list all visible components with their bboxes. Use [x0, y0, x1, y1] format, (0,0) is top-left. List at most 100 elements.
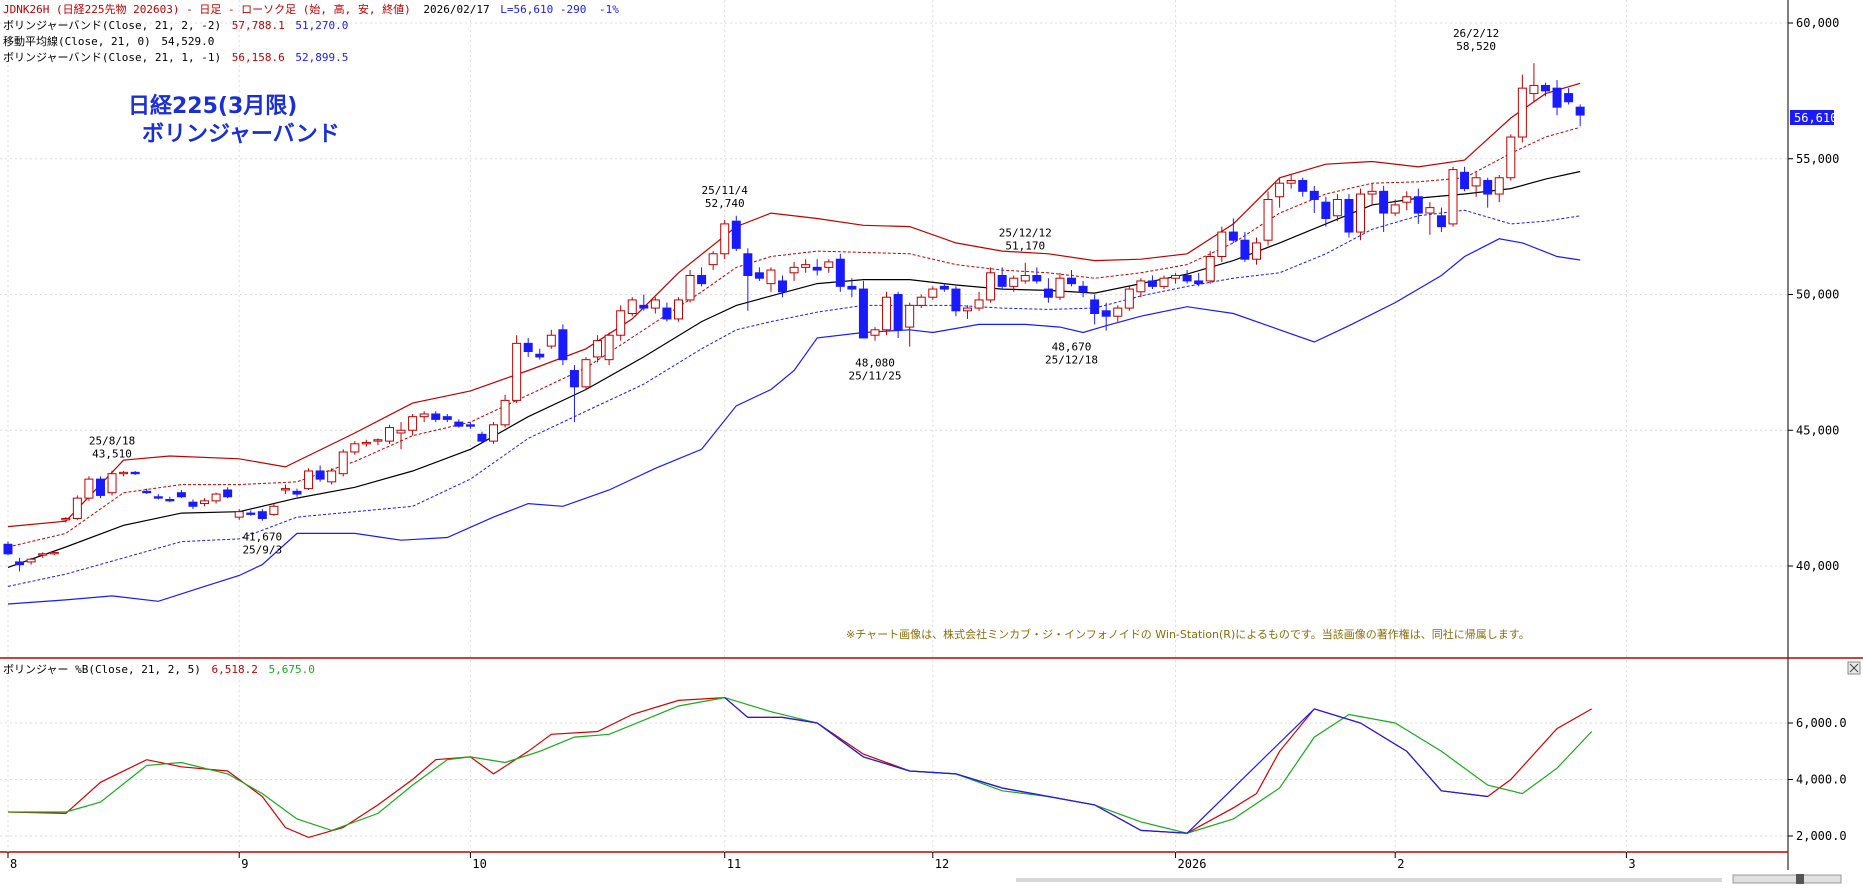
candle-body	[1136, 280, 1146, 293]
zoom-slider-thumb[interactable]	[1796, 874, 1804, 884]
candle-body	[801, 264, 811, 268]
annotation-line-2: 25/9/3	[242, 544, 282, 557]
bb2-lower-value: 51,270.0	[295, 19, 348, 32]
candle-body	[731, 220, 741, 249]
price-tick-label: 55,000	[1796, 152, 1839, 166]
ma-name: 移動平均線(Close, 21, 0)	[3, 34, 151, 48]
pctb-lines	[7, 696, 1593, 839]
candle-body	[1379, 190, 1389, 214]
annotation-line-1: 48,080	[855, 357, 895, 370]
annotation-line-1: 25/11/4	[702, 184, 749, 197]
candle-body	[662, 307, 672, 320]
candle-body	[1124, 288, 1134, 309]
candle-body	[431, 413, 441, 420]
annotation-line-2: 25/12/18	[1045, 354, 1098, 367]
candle-body	[939, 285, 949, 290]
pctb-tick-label: 4,000.0	[1796, 773, 1847, 787]
candle-body	[119, 471, 129, 475]
annotation-line-1: 41,670	[242, 531, 282, 544]
candle-body	[616, 310, 626, 336]
candle-body	[997, 274, 1007, 287]
candle-body	[15, 561, 25, 566]
zoom-slider[interactable]	[1732, 874, 1842, 884]
candle-body	[1055, 277, 1065, 298]
candle-body	[593, 340, 603, 358]
candle-body	[465, 424, 475, 427]
candle-body	[130, 471, 140, 475]
instrument-label: JDNK26H (日経225先物 202603) - 日足 - ローソク足 (始…	[3, 2, 411, 16]
candle-body	[489, 424, 499, 442]
candle-body	[708, 253, 718, 266]
candle-body	[1090, 299, 1100, 315]
candle-body	[396, 429, 406, 434]
candle-body	[165, 498, 175, 502]
annotation-line-1: 26/2/12	[1453, 27, 1499, 40]
pctb-line-green	[8, 696, 1593, 834]
candle-body	[327, 470, 337, 483]
candle-body	[1067, 277, 1077, 285]
candle-body	[1564, 93, 1574, 103]
horizontal-scrollbar[interactable]	[1016, 878, 1722, 882]
candle-body	[1332, 198, 1342, 217]
band-line-1	[7, 82, 1581, 528]
candle-body	[1390, 204, 1400, 214]
date-axis-ticks: 8 9 10 11 12 2026 2 3	[7, 852, 1636, 871]
candle-body	[1483, 179, 1493, 195]
price-tick-label: 45,000	[1796, 423, 1839, 437]
candle-body	[361, 441, 371, 445]
candle-body	[650, 299, 660, 309]
date-tick-label: 8	[10, 857, 17, 871]
candle-body	[893, 294, 903, 331]
date-tick-label: 2	[1397, 857, 1404, 871]
annotation-line-1: 25/12/12	[999, 227, 1052, 240]
candle-body	[223, 489, 233, 498]
candle-body	[1043, 288, 1053, 298]
candle-body	[535, 353, 545, 358]
date-tick-label: 12	[935, 857, 949, 871]
close-icon-stroke	[1849, 663, 1859, 673]
candle-body	[847, 285, 857, 290]
candle-body	[743, 253, 753, 276]
price-tick-label: 40,000	[1796, 559, 1839, 573]
candle-body	[754, 272, 764, 279]
candle-body	[1494, 177, 1504, 195]
candle-body	[350, 443, 360, 453]
pctb-tick-label: 2,000.0	[1796, 829, 1847, 843]
candle-body	[280, 488, 290, 491]
candle-body	[38, 553, 48, 556]
header-line-1: JDNK26H (日経225先物 202603) - 日足 - ローソク足 (始…	[3, 2, 619, 16]
candle-body	[558, 329, 568, 361]
candle-body	[1436, 215, 1446, 228]
price-tick-label: 60,000	[1796, 16, 1839, 30]
date-tick-label: 10	[472, 857, 486, 871]
candle-body	[766, 269, 776, 285]
pctb-value-2: 5,675.0	[269, 663, 315, 676]
candle-body	[1217, 231, 1227, 257]
candle-body	[176, 492, 186, 498]
candle-body	[673, 299, 683, 320]
candle-body	[1413, 196, 1423, 214]
candle-body	[1309, 190, 1319, 200]
copyright-notice: ※チャート画像は、株式会社ミンカブ・ジ・インフォノイドの Win-Station…	[846, 627, 1530, 641]
candle-body	[974, 299, 984, 309]
candle-body	[928, 288, 938, 298]
last-price-box	[1790, 110, 1834, 125]
last-price-label: L=56,610 -290	[500, 3, 586, 16]
candle-body	[153, 496, 163, 499]
candle-body	[1251, 242, 1261, 260]
band-line-4	[7, 126, 1581, 548]
candle-body	[1298, 179, 1308, 192]
date-tick-label: 11	[727, 857, 741, 871]
candle-body	[720, 223, 730, 255]
pctb-line-blue	[724, 697, 1488, 834]
candle-body	[870, 329, 880, 336]
candle-body	[1009, 277, 1019, 287]
candle-body	[951, 288, 961, 312]
candle-body	[500, 399, 510, 426]
candle-body	[200, 500, 210, 505]
candle-body	[1240, 239, 1250, 260]
candle-body	[188, 501, 198, 507]
candle-body	[477, 433, 487, 442]
